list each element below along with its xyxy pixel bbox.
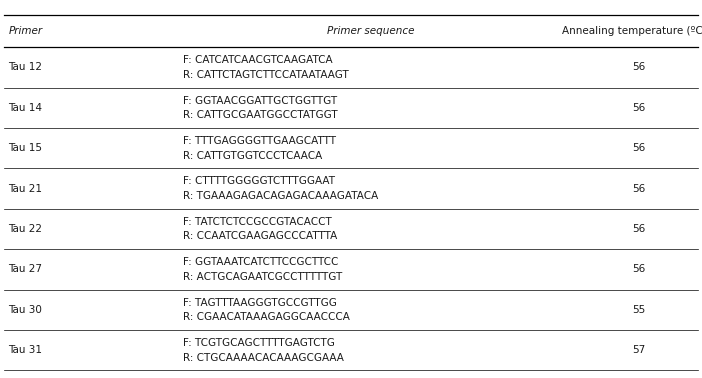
Text: 56: 56 <box>633 184 645 194</box>
Text: R: CATTGTGGTCCCTCAACA: R: CATTGTGGTCCCTCAACA <box>183 150 322 161</box>
Text: F: TAGTTTAAGGGTGCCGTTGG: F: TAGTTTAAGGGTGCCGTTGG <box>183 297 336 308</box>
Text: Tau 30: Tau 30 <box>8 305 42 315</box>
Text: F: CTTTTGGGGGTCTTTGGAAT: F: CTTTTGGGGGTCTTTGGAAT <box>183 177 335 186</box>
Text: Tau 22: Tau 22 <box>8 224 42 234</box>
Text: F: GGTAAATCATCTTCCGCTTCC: F: GGTAAATCATCTTCCGCTTCC <box>183 257 338 267</box>
Text: F: TCGTGCAGCTTTTGAGTCTG: F: TCGTGCAGCTTTTGAGTCTG <box>183 338 334 348</box>
Text: 56: 56 <box>633 224 645 234</box>
Text: Tau 21: Tau 21 <box>8 184 42 194</box>
Text: Tau 27: Tau 27 <box>8 265 42 274</box>
Text: 57: 57 <box>633 345 645 355</box>
Text: R: CATTCTAGTCTTCCATAATAAGT: R: CATTCTAGTCTTCCATAATAAGT <box>183 70 348 80</box>
Text: 55: 55 <box>633 305 645 315</box>
Text: Primer sequence: Primer sequence <box>326 26 414 36</box>
Text: F: GGTAACGGATTGCTGGTTGT: F: GGTAACGGATTGCTGGTTGT <box>183 96 337 105</box>
Text: R: ACTGCAGAATCGCCTTTTTGT: R: ACTGCAGAATCGCCTTTTTGT <box>183 272 342 282</box>
Text: Tau 14: Tau 14 <box>8 103 42 113</box>
Text: F: TTTGAGGGGTTGAAGCATTT: F: TTTGAGGGGTTGAAGCATTT <box>183 136 336 146</box>
Text: Tau 31: Tau 31 <box>8 345 42 355</box>
Text: F: TATCTCTCCGCCGTACACCT: F: TATCTCTCCGCCGTACACCT <box>183 217 331 227</box>
Text: R: CGAACATAAAGAGGCAACCCA: R: CGAACATAAAGAGGCAACCCA <box>183 312 350 322</box>
Text: 56: 56 <box>633 265 645 274</box>
Text: F: CATCATCAACGTCAAGATCA: F: CATCATCAACGTCAAGATCA <box>183 55 332 65</box>
Text: Tau 15: Tau 15 <box>8 143 42 153</box>
Text: R: CCAATCGAAGAGCCCATTTA: R: CCAATCGAAGAGCCCATTTA <box>183 231 337 241</box>
Text: 56: 56 <box>633 103 645 113</box>
Text: R: CTGCAAAACACAAAGCGAAA: R: CTGCAAAACACAAAGCGAAA <box>183 353 343 363</box>
Text: 56: 56 <box>633 143 645 153</box>
Text: R: CATTGCGAATGGCCTATGGT: R: CATTGCGAATGGCCTATGGT <box>183 110 337 120</box>
Text: 56: 56 <box>633 62 645 73</box>
Text: Primer: Primer <box>8 26 43 36</box>
Text: Annealing temperature (ºC): Annealing temperature (ºC) <box>562 26 702 36</box>
Text: R: TGAAAGAGACAGAGACAAAGATACA: R: TGAAAGAGACAGAGACAAAGATACA <box>183 191 378 201</box>
Text: Tau 12: Tau 12 <box>8 62 42 73</box>
